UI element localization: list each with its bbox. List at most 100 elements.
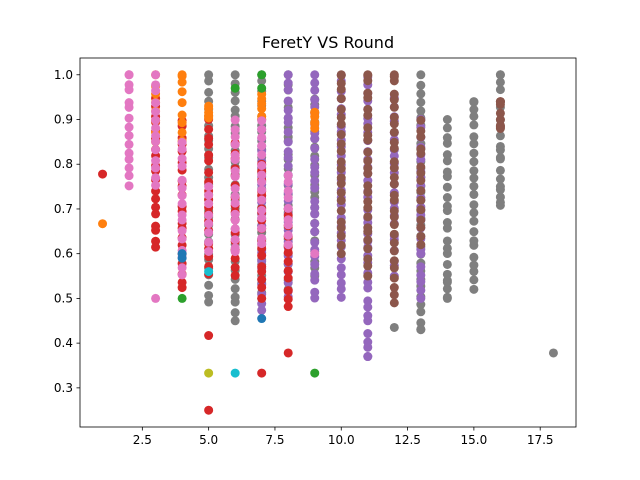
data-point: [204, 190, 214, 200]
data-point: [230, 83, 240, 93]
data-point: [283, 70, 293, 80]
data-point: [151, 145, 161, 155]
data-point: [230, 284, 240, 294]
data-point: [177, 98, 187, 108]
data-point: [495, 182, 505, 192]
data-point: [230, 368, 240, 378]
data-point: [416, 307, 426, 317]
data-point: [204, 124, 214, 134]
data-point: [257, 223, 267, 233]
data-point: [124, 122, 134, 132]
data-point: [204, 331, 214, 341]
data-point: [230, 166, 240, 176]
data-point: [283, 113, 293, 123]
data-point: [310, 154, 320, 164]
data-point: [257, 177, 267, 187]
data-point: [230, 140, 240, 150]
data-point: [310, 260, 320, 270]
data-point: [416, 205, 426, 215]
data-point: [469, 157, 479, 167]
data-point: [310, 162, 320, 172]
data-point: [310, 203, 320, 213]
data-point: [363, 187, 373, 197]
data-point: [257, 368, 267, 378]
data-point: [204, 210, 214, 220]
data-point: [124, 148, 134, 158]
data-point: [151, 156, 161, 166]
data-point: [283, 257, 293, 267]
data-point: [230, 292, 240, 302]
y-tick-label: 0.4: [54, 336, 73, 350]
data-point: [469, 97, 479, 107]
data-point: [416, 195, 426, 205]
data-point: [283, 273, 293, 283]
data-point: [336, 196, 346, 206]
data-point: [336, 206, 346, 216]
data-point: [495, 108, 505, 118]
data-point: [230, 115, 240, 125]
data-point: [336, 249, 346, 259]
data-point: [257, 251, 267, 261]
data-point: [416, 162, 426, 172]
data-point: [469, 181, 479, 191]
data-point: [416, 285, 426, 295]
data-point: [469, 208, 479, 218]
data-point: [389, 102, 399, 112]
data-point: [495, 141, 505, 151]
data-point: [389, 322, 399, 332]
y-tick-label: 1.0: [54, 68, 73, 82]
data-point: [230, 235, 240, 245]
data-point: [283, 193, 293, 203]
data-point: [336, 217, 346, 227]
data-point: [310, 119, 320, 129]
data-point: [230, 224, 240, 234]
data-point: [495, 165, 505, 175]
data-point: [336, 231, 346, 241]
data-point: [416, 97, 426, 107]
data-point: [98, 219, 108, 229]
x-tick-label: 2.5: [133, 433, 152, 447]
data-point: [310, 70, 320, 80]
data-point: [177, 234, 187, 244]
data-point: [416, 325, 426, 335]
data-point: [389, 119, 399, 129]
data-point: [495, 121, 505, 131]
data-point: [495, 115, 505, 125]
data-point: [442, 167, 452, 177]
data-point: [416, 126, 426, 136]
data-point: [442, 218, 452, 228]
data-point: [283, 137, 293, 147]
data-point: [310, 108, 320, 118]
data-point: [204, 101, 214, 111]
data-point: [124, 131, 134, 141]
data-point: [469, 166, 479, 176]
data-point: [204, 167, 214, 177]
data-point: [416, 240, 426, 250]
data-point: [336, 78, 346, 88]
data-point: [283, 302, 293, 312]
data-point: [310, 78, 320, 88]
data-point: [442, 115, 452, 124]
data-point: [283, 177, 293, 187]
data-point: [204, 219, 214, 229]
data-point: [389, 298, 399, 308]
data-point: [389, 190, 399, 200]
data-point: [230, 198, 240, 208]
data-point: [124, 163, 134, 173]
data-point: [442, 123, 452, 133]
data-point: [204, 237, 214, 247]
data-point: [204, 368, 214, 378]
data-point: [230, 125, 240, 135]
data-point: [336, 263, 346, 273]
data-point: [177, 137, 187, 147]
data-point: [257, 205, 267, 215]
data-point: [363, 181, 373, 191]
data-point: [363, 311, 373, 321]
x-tick-label: 15.0: [461, 433, 488, 447]
data-point: [257, 185, 267, 195]
data-point: [283, 266, 293, 276]
data-point: [336, 164, 346, 174]
data-point: [389, 290, 399, 300]
data-point: [469, 275, 479, 285]
data-point: [204, 199, 214, 209]
